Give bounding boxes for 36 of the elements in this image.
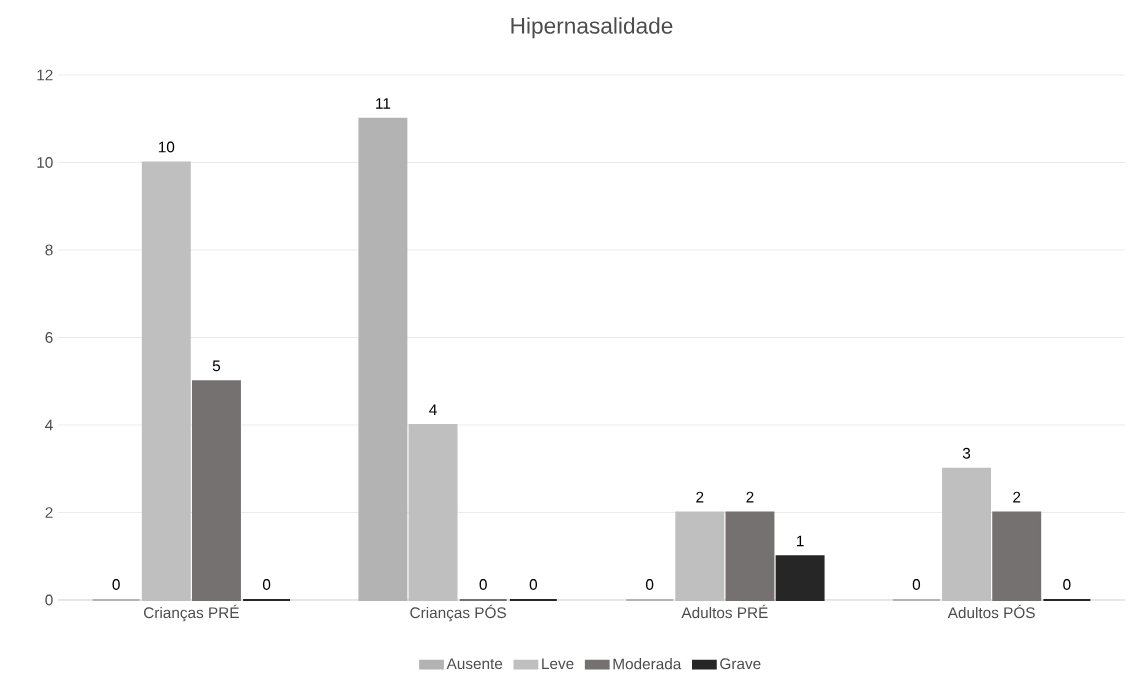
data-label: 0 — [479, 579, 487, 590]
y-tick-label: 4 — [45, 419, 53, 431]
data-label: 4 — [429, 404, 437, 415]
data-label: 2 — [1013, 491, 1021, 503]
x-tick-label: Adultos PÓS — [947, 604, 1035, 619]
bar — [725, 511, 775, 601]
y-tick-label: 12 — [37, 69, 53, 81]
legend-label: Leve — [542, 658, 574, 670]
y-tick-label: 8 — [45, 244, 53, 256]
x-tick-label: Crianças PÓS — [410, 604, 506, 622]
data-label: 3 — [962, 447, 971, 459]
data-label: 0 — [912, 579, 921, 590]
data-label: 11 — [376, 98, 391, 109]
data-label: 10 — [158, 141, 175, 153]
legend-label: Ausente — [446, 658, 503, 670]
data-label: 1 — [797, 535, 804, 547]
bar — [191, 380, 241, 601]
y-tick-label: 10 — [37, 157, 53, 168]
y-tick-label: 6 — [45, 332, 53, 343]
data-label: 2 — [746, 491, 754, 503]
y-tick-label: 2 — [45, 507, 53, 518]
x-tick-label: Adultos PRÉ — [681, 604, 768, 619]
data-label: 0 — [112, 579, 120, 590]
y-tick-label: 0 — [45, 594, 53, 606]
legend-label: Grave — [720, 658, 761, 670]
data-label: 2 — [696, 491, 704, 503]
legend-label: Moderada — [613, 658, 682, 670]
x-tick-label: Crianças PRÉ — [144, 604, 239, 622]
data-label: 0 — [1063, 579, 1071, 590]
data-label: 0 — [529, 579, 538, 590]
chart-title: Hipernasalidade — [511, 17, 673, 39]
bar — [775, 555, 825, 601]
bar — [992, 511, 1042, 601]
data-label: 5 — [212, 360, 221, 372]
data-label: 0 — [646, 579, 654, 590]
data-label: 0 — [262, 579, 271, 590]
